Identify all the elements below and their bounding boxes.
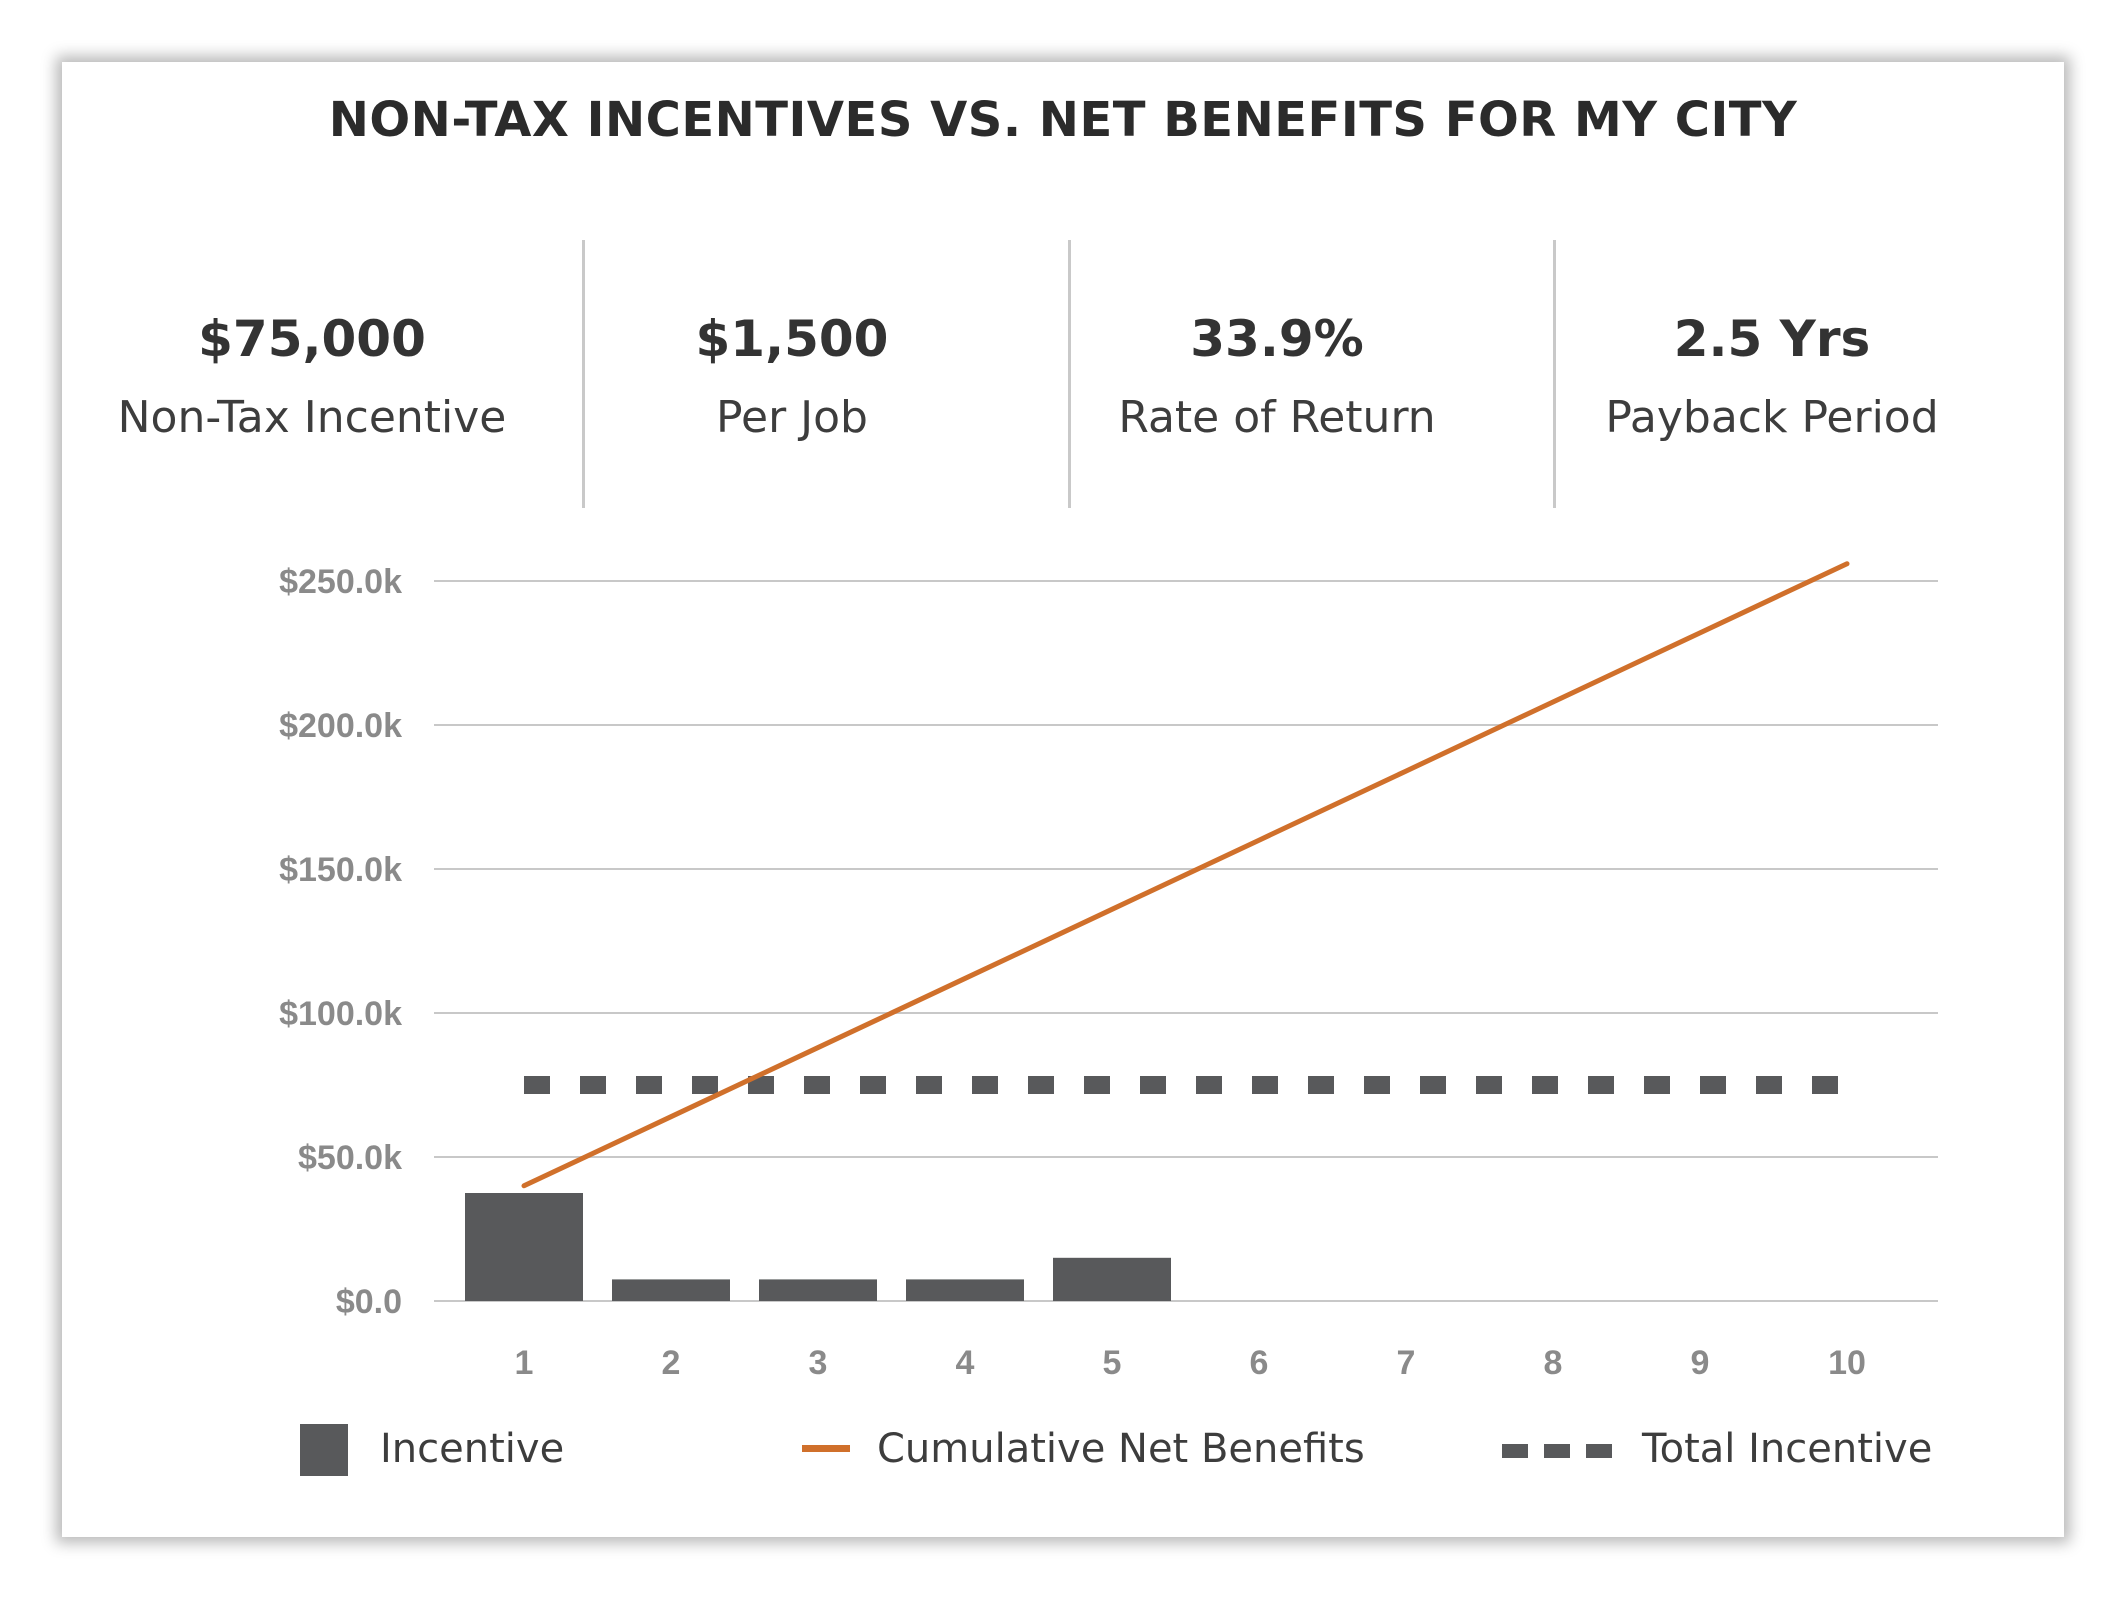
y-axis-ticks: $0.0 $50.0k $100.0k $150.0k $200.0k $250.0k bbox=[279, 563, 402, 1321]
stat-payback-period: 2.5 Yrs Payback Period bbox=[1552, 240, 1992, 508]
stat-divider bbox=[1553, 240, 1556, 508]
gridlines bbox=[434, 580, 1938, 1302]
stat-label: Per Job bbox=[716, 392, 868, 443]
stat-value: $75,000 bbox=[198, 310, 426, 368]
legend-swatch-bar bbox=[300, 1424, 348, 1476]
x-tick-label: 1 bbox=[515, 1344, 534, 1382]
incentive-bar bbox=[612, 1279, 730, 1301]
stat-value: 33.9% bbox=[1190, 310, 1364, 368]
y-tick-label: $100.0k bbox=[279, 995, 402, 1033]
stat-value: $1,500 bbox=[695, 310, 889, 368]
x-tick-label: 2 bbox=[662, 1344, 681, 1382]
incentive-bar bbox=[906, 1279, 1024, 1301]
y-tick-label: $250.0k bbox=[279, 563, 402, 601]
y-tick-label: $200.0k bbox=[279, 707, 402, 745]
incentive-bar bbox=[1053, 1257, 1171, 1301]
stats-row: $75,000 Non-Tax Incentive $1,500 Per Job… bbox=[62, 240, 2064, 508]
stat-value: 2.5 Yrs bbox=[1673, 310, 1871, 368]
y-tick-label: $50.0k bbox=[298, 1139, 402, 1177]
chart-legend: Incentive Cumulative Net Benefits Total … bbox=[62, 1420, 2064, 1476]
chart-plot: $0.0 $50.0k $100.0k $150.0k $200.0k $250.0k 1… bbox=[279, 561, 1938, 1382]
x-tick-label: 8 bbox=[1544, 1344, 1563, 1382]
x-tick-label: 5 bbox=[1103, 1344, 1122, 1382]
x-tick-label: 7 bbox=[1397, 1344, 1416, 1382]
x-tick-label: 6 bbox=[1250, 1344, 1269, 1382]
x-axis-ticks: 1 2 3 4 5 6 7 8 9 10 bbox=[515, 1344, 1866, 1382]
cumulative-net-benefits-line bbox=[521, 561, 1850, 1189]
x-tick-label: 3 bbox=[809, 1344, 828, 1382]
stat-label: Payback Period bbox=[1605, 392, 1939, 443]
stat-divider bbox=[582, 240, 585, 508]
stat-divider bbox=[1068, 240, 1071, 508]
chart-title: NON-TAX INCENTIVES VS. NET BENEFITS FOR … bbox=[328, 92, 1798, 148]
incentive-bars bbox=[465, 1193, 1171, 1301]
chart-card: NON-TAX INCENTIVES VS. NET BENEFITS FOR … bbox=[62, 62, 2064, 1537]
legend-label: Total Incentive bbox=[1642, 1426, 1933, 1472]
y-tick-label: $150.0k bbox=[279, 851, 402, 889]
stat-rate-of-return: 33.9% Rate of Return bbox=[1067, 240, 1487, 508]
stat-per-job: $1,500 Per Job bbox=[582, 240, 1002, 508]
y-tick-label: $0.0 bbox=[336, 1283, 402, 1321]
legend-label: Incentive bbox=[380, 1426, 565, 1472]
stat-label: Non-Tax Incentive bbox=[117, 392, 507, 443]
legend-label: Cumulative Net Benefits bbox=[877, 1426, 1365, 1472]
incentive-bar bbox=[759, 1279, 877, 1301]
stat-non-tax-incentive: $75,000 Non-Tax Incentive bbox=[102, 240, 522, 508]
cumulative-net-benefits-polyline bbox=[521, 561, 1850, 1189]
legend-swatch-dash bbox=[1502, 1444, 1612, 1458]
x-tick-label: 10 bbox=[1828, 1344, 1866, 1382]
incentive-bar bbox=[465, 1193, 583, 1301]
stat-label: Rate of Return bbox=[1118, 392, 1436, 443]
x-tick-label: 9 bbox=[1691, 1344, 1710, 1382]
x-tick-label: 4 bbox=[956, 1344, 975, 1382]
legend-swatch-line bbox=[802, 1445, 850, 1452]
